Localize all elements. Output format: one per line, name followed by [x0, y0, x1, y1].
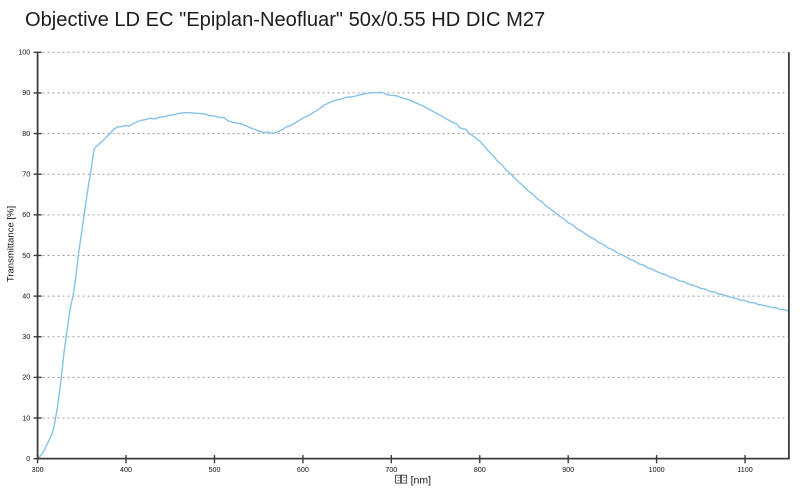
- svg-text:900: 900: [562, 465, 574, 474]
- svg-text:700: 700: [385, 465, 397, 474]
- svg-text:Transmittance [%]: Transmittance [%]: [6, 206, 17, 282]
- svg-text:20: 20: [22, 373, 30, 382]
- svg-text:60: 60: [22, 210, 30, 219]
- svg-text:10: 10: [22, 413, 30, 422]
- svg-text:[nm]: [nm]: [411, 474, 432, 486]
- svg-text:50: 50: [22, 251, 30, 260]
- svg-text:800: 800: [474, 465, 486, 474]
- svg-text:1100: 1100: [737, 465, 752, 474]
- svg-text:80: 80: [22, 129, 30, 138]
- svg-text:600: 600: [297, 465, 309, 474]
- svg-text:1000: 1000: [649, 465, 665, 474]
- svg-text:300: 300: [32, 465, 44, 474]
- svg-text:100: 100: [18, 48, 30, 57]
- svg-text:0: 0: [26, 454, 30, 463]
- svg-text:400: 400: [120, 465, 132, 474]
- svg-text:500: 500: [208, 465, 220, 474]
- svg-text:Objective LD EC "Epiplan-Neofl: Objective LD EC "Epiplan-Neofluar" 50x/0…: [25, 9, 545, 31]
- svg-text:90: 90: [22, 88, 30, 97]
- svg-text:70: 70: [22, 170, 30, 179]
- svg-text:40: 40: [22, 291, 30, 300]
- svg-text:30: 30: [22, 332, 30, 341]
